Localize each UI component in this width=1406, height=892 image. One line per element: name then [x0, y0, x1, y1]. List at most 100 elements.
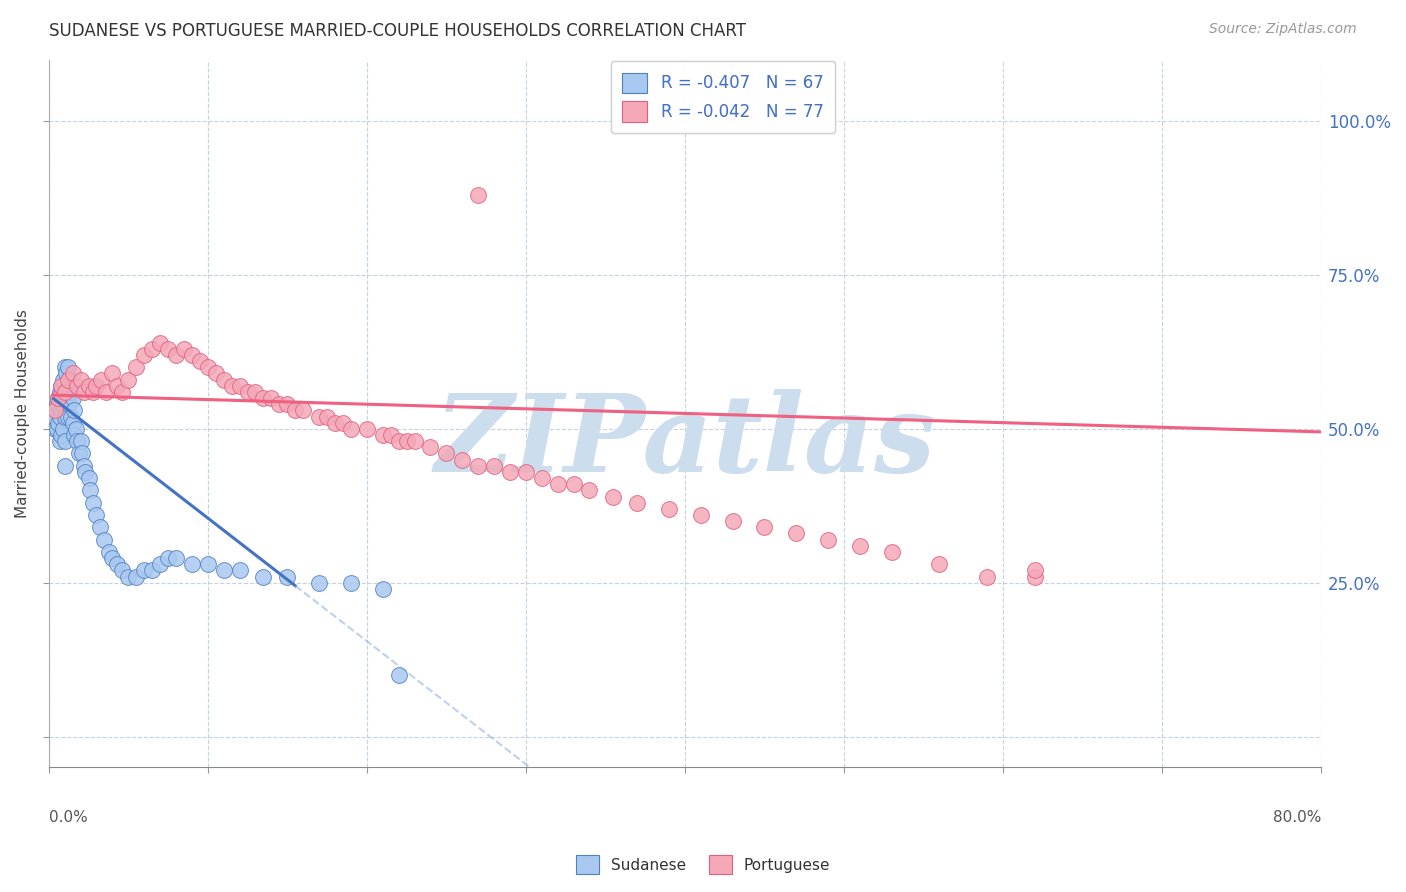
Point [62, 416, 84, 430]
Point [53, 409, 76, 424]
Point [276, 569, 298, 583]
Point [51, 378, 73, 392]
Point [73, 458, 96, 473]
Point [754, 520, 776, 534]
Point [1024, 569, 1046, 583]
Point [46, 391, 69, 405]
Point [58, 397, 80, 411]
Point [125, 360, 148, 375]
Point [134, 563, 156, 577]
Point [125, 569, 148, 583]
Point [86, 378, 108, 392]
Point [111, 384, 134, 399]
Point [141, 563, 163, 577]
Point [98, 545, 121, 559]
Point [530, 471, 553, 485]
Point [67, 446, 90, 460]
Point [578, 483, 600, 498]
Point [308, 575, 330, 590]
Point [817, 533, 839, 547]
Point [45, 422, 67, 436]
Point [49, 409, 72, 424]
Point [86, 508, 108, 522]
Point [228, 378, 250, 392]
Point [70, 446, 93, 460]
Point [101, 551, 124, 566]
Y-axis label: Married-couple Households: Married-couple Households [15, 309, 30, 518]
Point [51, 428, 73, 442]
Text: 0.0%: 0.0% [49, 810, 87, 825]
Point [62, 391, 84, 405]
Point [134, 348, 156, 362]
Point [65, 422, 87, 436]
Point [165, 551, 187, 566]
Point [467, 188, 489, 202]
Point [356, 422, 378, 436]
Point [380, 428, 402, 442]
Point [269, 397, 291, 411]
Point [371, 428, 394, 442]
Point [562, 477, 585, 491]
Point [482, 458, 505, 473]
Point [276, 397, 298, 411]
Point [69, 434, 91, 449]
Point [149, 335, 172, 350]
Point [626, 496, 648, 510]
Point [58, 373, 80, 387]
Point [105, 558, 128, 572]
Point [45, 397, 67, 411]
Point [404, 434, 426, 449]
Point [1024, 563, 1046, 577]
Point [44, 403, 66, 417]
Point [602, 490, 624, 504]
Point [212, 373, 235, 387]
Point [340, 575, 363, 590]
Point [188, 354, 211, 368]
Point [117, 373, 139, 387]
Point [434, 446, 457, 460]
Point [721, 514, 744, 528]
Point [51, 403, 73, 417]
Point [260, 391, 283, 405]
Point [42, 409, 65, 424]
Point [93, 533, 115, 547]
Point [197, 360, 219, 375]
Point [785, 526, 807, 541]
Point [157, 342, 180, 356]
Point [90, 373, 112, 387]
Point [56, 360, 79, 375]
Text: ZIPatlas: ZIPatlas [434, 389, 935, 495]
Point [245, 384, 267, 399]
Point [62, 367, 84, 381]
Point [52, 397, 75, 411]
Point [82, 384, 104, 399]
Point [66, 378, 89, 392]
Point [51, 378, 73, 392]
Point [236, 384, 259, 399]
Point [180, 558, 202, 572]
Point [308, 409, 330, 424]
Point [316, 409, 339, 424]
Point [56, 373, 79, 387]
Point [49, 384, 72, 399]
Point [388, 668, 411, 682]
Point [221, 378, 243, 392]
Point [388, 434, 411, 449]
Point [292, 403, 315, 417]
Legend: R = -0.407   N = 67, R = -0.042   N = 77: R = -0.407 N = 67, R = -0.042 N = 77 [610, 61, 835, 133]
Point [111, 563, 134, 577]
Point [52, 422, 75, 436]
Point [56, 409, 79, 424]
Text: Source: ZipAtlas.com: Source: ZipAtlas.com [1209, 22, 1357, 37]
Point [141, 342, 163, 356]
Point [515, 465, 537, 479]
Point [173, 342, 195, 356]
Point [53, 384, 76, 399]
Point [332, 416, 354, 430]
Point [105, 378, 128, 392]
Point [82, 496, 104, 510]
Point [56, 384, 79, 399]
Point [340, 422, 363, 436]
Point [197, 558, 219, 572]
Point [53, 360, 76, 375]
